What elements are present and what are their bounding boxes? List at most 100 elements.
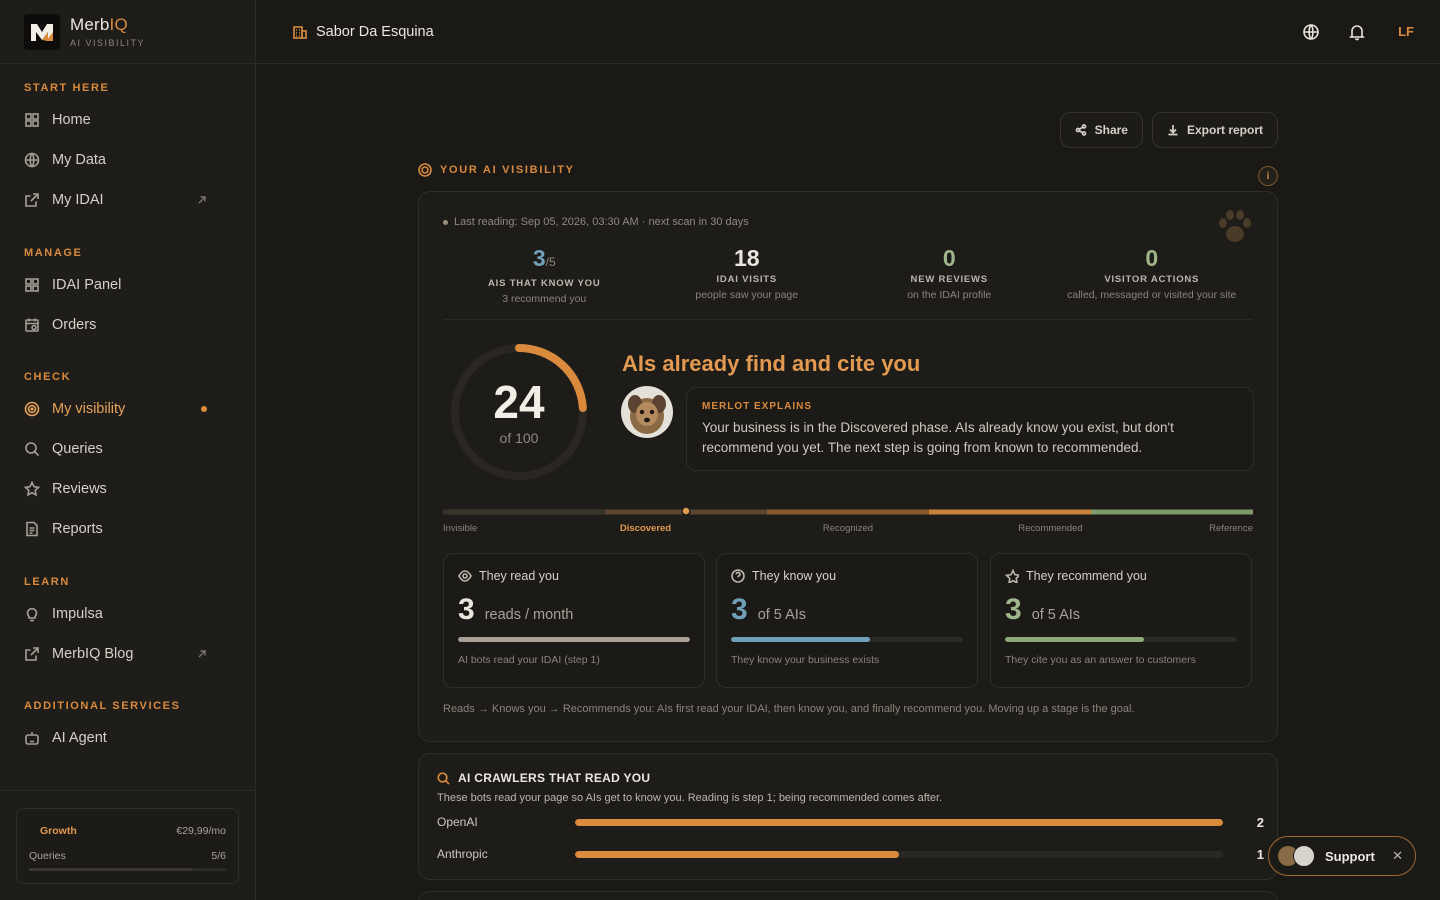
grid-icon bbox=[25, 113, 39, 127]
plan-card[interactable]: Growth €29,99/mo Queries 5/6 bbox=[16, 808, 239, 884]
next-card bbox=[418, 891, 1278, 900]
stage-marker bbox=[681, 507, 691, 515]
stage-label: Reference bbox=[1209, 523, 1253, 534]
sidebar-item-label: My Data bbox=[52, 152, 106, 168]
sidebar-item-my-idai[interactable]: My IDAI bbox=[24, 180, 231, 220]
stat-value: 0 bbox=[942, 245, 956, 271]
brand-name: MerbIQ bbox=[70, 15, 128, 34]
sidebar-item-label: Impulsa bbox=[52, 606, 103, 622]
visibility-headline: AIs already find and cite you bbox=[622, 351, 921, 376]
support-button[interactable]: Support ✕ bbox=[1268, 836, 1416, 876]
stage-label: Discovered bbox=[619, 523, 672, 534]
close-icon[interactable]: ✕ bbox=[1392, 848, 1403, 863]
globe-icon[interactable] bbox=[1302, 23, 1320, 41]
last-reading: Last reading: Sep 05, 2026, 03:30 AM · n… bbox=[443, 216, 749, 228]
business-selector[interactable]: Sabor Da Esquina bbox=[292, 24, 434, 40]
sidebar-item-reports[interactable]: Reports bbox=[24, 509, 231, 549]
last-reading-text: Last reading: Sep 05, 2026, 03:30 AM · n… bbox=[454, 216, 749, 228]
stat-sub: called, messaged or visited your site bbox=[1067, 289, 1237, 301]
paw-icon bbox=[1219, 210, 1251, 242]
crawler-list: OpenAI 2 Anthropic 1 bbox=[437, 808, 1264, 868]
merlot-avatar bbox=[621, 386, 673, 438]
crawlers-card: AI CRAWLERS THAT READ YOU These bots rea… bbox=[418, 753, 1278, 880]
external-link-icon bbox=[25, 647, 39, 661]
crawler-bar bbox=[575, 850, 899, 858]
search-icon bbox=[25, 442, 40, 457]
metric-title: They know you bbox=[731, 569, 963, 583]
metric-card-they-recommend-you: They recommend you 3 of 5 AIs They cite you… bbox=[990, 553, 1252, 688]
score-value: 24 bbox=[493, 376, 545, 428]
nav-section-learn: LEARN Impulsa MerbIQ Blog bbox=[0, 576, 255, 674]
share-label: Share bbox=[1094, 123, 1128, 137]
score-max: of 100 bbox=[499, 430, 539, 446]
active-indicator bbox=[201, 406, 207, 412]
metric-track bbox=[458, 637, 690, 642]
plan-usage-value: 5/6 bbox=[211, 850, 226, 862]
arrow-up-right-icon bbox=[198, 196, 206, 204]
crawler-track bbox=[575, 818, 1223, 826]
sidebar-item-label: MerbIQ Blog bbox=[52, 646, 134, 662]
info-button[interactable]: i bbox=[1258, 166, 1278, 186]
sidebar-item-label: Reports bbox=[52, 521, 103, 537]
target-icon bbox=[24, 401, 40, 417]
page-actions: Share Export report bbox=[1059, 112, 1278, 148]
sidebar-item-reviews[interactable]: Reviews bbox=[24, 469, 231, 509]
merlot-explainer: MERLOT EXPLAINS Your business is in the … bbox=[686, 387, 1254, 471]
crawler-row: Anthropic 1 bbox=[437, 840, 1264, 868]
crawler-count: 1 bbox=[1256, 846, 1264, 862]
metric-title: They read you bbox=[458, 569, 690, 583]
nav-section-start-here: START HERE Home My Data My IDAI bbox=[0, 82, 255, 220]
stage-label: Recognized bbox=[822, 523, 874, 534]
stat-label: VISITOR ACTIONS bbox=[1104, 274, 1200, 285]
metric-caption: AI bots read your IDAI (step 1) bbox=[458, 654, 600, 666]
nav-heading: LEARN bbox=[24, 576, 70, 588]
user-avatar[interactable]: LF bbox=[1398, 24, 1414, 39]
export-report-button[interactable]: Export report bbox=[1151, 112, 1278, 148]
bell-icon[interactable] bbox=[1348, 23, 1366, 41]
stat-new-reviews: 0 NEW REVIEWS on the IDAI profile bbox=[848, 244, 1051, 305]
sidebar-item-ai-agent[interactable]: AI Agent bbox=[24, 718, 231, 758]
nav-heading: ADDITIONAL SERVICES bbox=[24, 700, 181, 712]
sidebar-item-label: Orders bbox=[52, 317, 97, 333]
stat-sub: 3 recommend you bbox=[502, 293, 587, 305]
metric-title: They recommend you bbox=[1005, 569, 1237, 583]
sidebar-item-orders[interactable]: Orders bbox=[24, 305, 231, 345]
plan-name: Growth bbox=[40, 825, 77, 837]
stat-label: NEW REVIEWS bbox=[910, 274, 988, 285]
nav-heading: MANAGE bbox=[24, 247, 83, 259]
sidebar-item-idai-panel[interactable]: IDAI Panel bbox=[24, 265, 231, 305]
sidebar-item-merbiq-blog[interactable]: MerbIQ Blog bbox=[24, 634, 231, 674]
visibility-card: Last reading: Sep 05, 2026, 03:30 AM · n… bbox=[418, 191, 1278, 742]
nav-section-manage: MANAGE IDAI Panel Orders bbox=[0, 247, 255, 345]
crawler-track bbox=[575, 850, 1223, 858]
stage-segment bbox=[767, 509, 929, 515]
sidebar-item-my-visibility[interactable]: My visibility bbox=[24, 389, 231, 429]
crawler-bar bbox=[575, 818, 1223, 826]
sidebar-item-my-data[interactable]: My Data bbox=[24, 140, 231, 180]
sidebar-item-impulsa[interactable]: Impulsa bbox=[24, 594, 231, 634]
stage-progress-bar bbox=[443, 507, 1253, 515]
brand[interactable]: MerbIQ AI VISIBILITY bbox=[0, 0, 255, 64]
topbar: Sabor Da Esquina LF bbox=[256, 0, 1440, 64]
sidebar-item-label: Queries bbox=[52, 441, 103, 457]
star-icon bbox=[24, 481, 40, 497]
stat-ais-know-you: 3/5 AIS THAT KNOW YOU 3 recommend you bbox=[443, 244, 646, 305]
stage-label: Invisible bbox=[443, 523, 478, 534]
stat-sub: on the IDAI profile bbox=[907, 289, 992, 301]
nav-heading: START HERE bbox=[24, 82, 110, 94]
share-button[interactable]: Share bbox=[1059, 112, 1143, 148]
section-title: YOUR AI VISIBILITY bbox=[418, 163, 575, 177]
nav-section-check: CHECK My visibility Queries Reviews Reports bbox=[0, 371, 255, 549]
sidebar-item-home[interactable]: Home bbox=[24, 100, 231, 140]
bot-icon bbox=[25, 732, 39, 745]
calendar-icon bbox=[25, 318, 39, 332]
stage-segment bbox=[443, 509, 605, 515]
sidebar-item-label: Reviews bbox=[52, 481, 107, 497]
flow-note: Reads → Knows you → Recommends you: AIs … bbox=[443, 703, 1135, 715]
sidebar: MerbIQ AI VISIBILITY START HERE Home My Da… bbox=[0, 0, 256, 900]
metric-fill bbox=[1005, 637, 1145, 642]
sidebar-item-queries[interactable]: Queries bbox=[24, 429, 231, 469]
score-ring-arc bbox=[515, 344, 587, 412]
stat-visitor-actions: 0 VISITOR ACTIONS called, messaged or vi… bbox=[1051, 244, 1254, 305]
stat-label: IDAI VISITS bbox=[716, 274, 778, 285]
